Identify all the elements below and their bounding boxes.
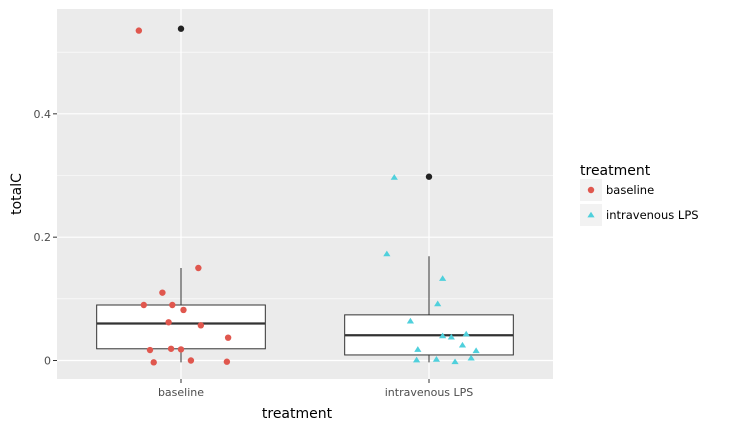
data-point (390, 174, 398, 180)
data-point (180, 306, 187, 314)
data-point (383, 250, 391, 257)
boxplots (96, 25, 514, 363)
data-point (439, 275, 447, 281)
data-point (472, 347, 480, 354)
legend-label: intravenous LPS (606, 208, 699, 222)
data-point (451, 358, 459, 365)
outlier-point (425, 173, 433, 180)
x-tick-label: intravenous LPS (385, 386, 474, 399)
data-point (195, 264, 202, 272)
x-tick-label: baseline (158, 386, 204, 399)
x-axis: baseline intravenous LPS (158, 379, 473, 399)
y-tick-label: 0 (44, 355, 51, 368)
data-point (159, 289, 166, 296)
data-point (169, 301, 176, 309)
data-point (406, 317, 414, 324)
data-points (135, 27, 480, 366)
data-point (414, 346, 422, 352)
legend-circle-marker (587, 186, 595, 194)
data-point (439, 332, 447, 339)
legend-title: treatment (580, 163, 651, 179)
boxplot-1 (96, 25, 266, 363)
data-point (223, 358, 231, 365)
legend-triangle-marker (587, 211, 595, 218)
data-point (146, 346, 154, 354)
y-tick-label: 0.2 (34, 231, 52, 244)
data-point (167, 345, 175, 352)
data-point (467, 354, 475, 361)
boxplot-2 (344, 173, 514, 363)
data-point (197, 322, 205, 329)
data-point (413, 356, 421, 363)
x-axis-title: treatment (262, 406, 333, 422)
data-point (458, 341, 467, 348)
legend: treatment baseline intravenous LPS (580, 163, 699, 226)
box-iqr (96, 304, 266, 350)
data-point (150, 359, 157, 366)
data-point (187, 357, 195, 364)
data-point (447, 333, 455, 340)
data-point (224, 334, 232, 341)
data-point (140, 301, 147, 309)
y-axis: 0 0.2 0.4 (34, 108, 57, 368)
data-point (432, 356, 441, 362)
legend-label: baseline (606, 183, 654, 197)
y-tick-label: 0.4 (34, 108, 52, 121)
data-point (165, 319, 172, 326)
y-axis-title: totalC (9, 173, 25, 215)
data-point (177, 346, 185, 353)
data-point (434, 300, 442, 307)
outlier-point (177, 25, 185, 32)
data-point (135, 27, 143, 34)
data-point (462, 330, 470, 337)
